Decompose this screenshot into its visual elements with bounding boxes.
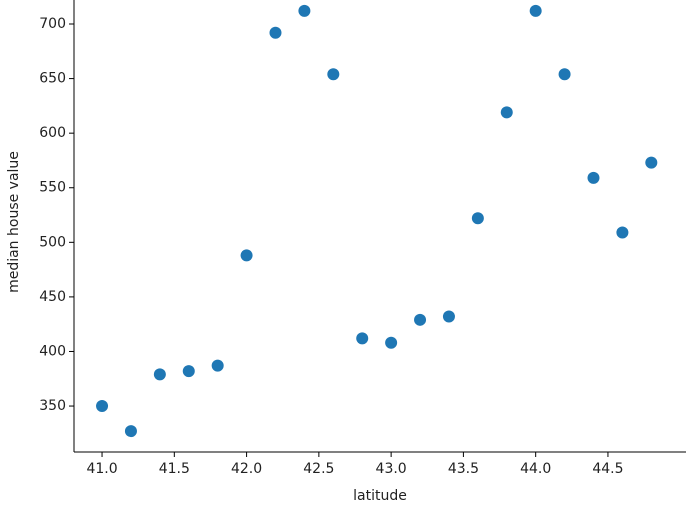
- point: [153, 368, 166, 381]
- y-tick-label: 400: [39, 343, 66, 359]
- x-tick-label: 44.5: [592, 461, 623, 477]
- y-tick-label: 350: [39, 398, 66, 414]
- point: [240, 249, 253, 262]
- point: [558, 68, 571, 81]
- y-axis-label: median house value: [6, 151, 22, 293]
- y-tick-label: 700: [39, 16, 66, 32]
- point: [124, 425, 137, 438]
- point: [269, 26, 282, 39]
- x-tick-label: 43.5: [448, 461, 479, 477]
- point: [616, 226, 629, 239]
- x-tick-label: 41.0: [86, 461, 117, 477]
- point: [298, 4, 311, 17]
- point: [356, 332, 369, 345]
- point: [327, 68, 340, 81]
- x-tick-label: 41.5: [159, 461, 190, 477]
- point: [529, 4, 542, 17]
- point: [182, 365, 195, 378]
- x-tick-label: 44.0: [520, 461, 551, 477]
- point: [471, 212, 484, 225]
- x-tick-label: 42.5: [303, 461, 334, 477]
- point: [211, 359, 224, 372]
- y-tick-label: 500: [39, 234, 66, 250]
- point: [587, 171, 600, 184]
- y-tick-label: 600: [39, 125, 66, 141]
- x-tick-label: 42.0: [231, 461, 262, 477]
- y-tick-label: 650: [39, 71, 66, 87]
- point: [442, 310, 455, 323]
- point: [96, 400, 109, 413]
- point: [500, 106, 513, 119]
- point: [645, 156, 658, 169]
- y-tick-label: 550: [39, 180, 66, 196]
- point: [414, 313, 427, 326]
- point: [385, 336, 398, 349]
- y-tick-label: 450: [39, 289, 66, 305]
- x-tick-label: 43.0: [376, 461, 407, 477]
- x-axis-label: latitude: [353, 488, 407, 504]
